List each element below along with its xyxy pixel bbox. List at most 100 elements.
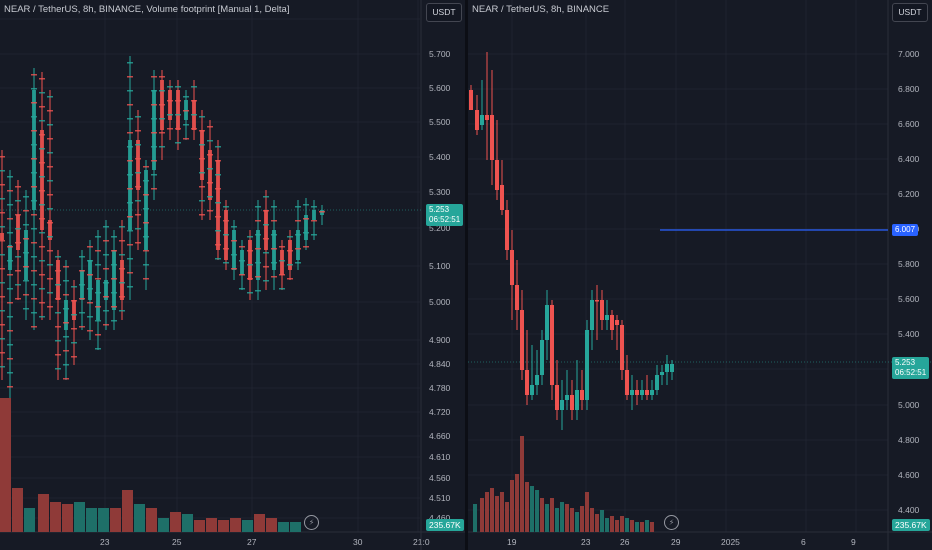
volume-bar — [480, 498, 484, 532]
right-currency-button[interactable]: USDT — [892, 3, 928, 22]
footprint-level — [95, 320, 101, 322]
footprint-level — [223, 206, 229, 208]
candle-body — [625, 370, 629, 395]
right-volume-tag: 235.67K — [892, 519, 930, 531]
footprint-level — [87, 274, 93, 276]
volume-bar — [520, 436, 524, 532]
candle-body — [600, 300, 604, 320]
footprint-body — [64, 300, 68, 330]
price-tick-label: 4.560 — [429, 473, 451, 483]
volume-bar — [570, 508, 574, 532]
footprint-level — [0, 282, 5, 284]
footprint-level — [119, 268, 125, 270]
footprint-level — [23, 280, 29, 282]
left-chart-title: NEAR / TetherUS, 8h, BINANCE, Volume foo… — [4, 4, 290, 15]
candle-body — [530, 385, 534, 395]
footprint-level — [7, 232, 13, 234]
volume-bar — [62, 504, 73, 532]
price-tick-label: 4.600 — [898, 470, 920, 480]
volume-bar — [473, 504, 477, 532]
footprint-body — [0, 233, 4, 240]
footprint-level — [0, 296, 5, 298]
footprint-level — [47, 194, 53, 196]
volume-bar — [254, 514, 265, 532]
footprint-level — [31, 256, 37, 258]
footprint-level — [279, 274, 285, 276]
footprint-level — [47, 138, 53, 140]
footprint-body — [256, 230, 260, 280]
footprint-level — [31, 102, 37, 104]
footprint-level — [239, 246, 245, 248]
footprint-level — [23, 294, 29, 296]
volume-bar — [640, 522, 644, 532]
footprint-level — [143, 236, 149, 238]
footprint-level — [183, 124, 189, 126]
footprint-level — [271, 276, 277, 278]
left-currency-button[interactable]: USDT — [426, 3, 462, 22]
right-chart-pane[interactable]: 7.0006.8006.6006.4006.2006.0005.8005.600… — [468, 0, 932, 550]
pane-divider[interactable] — [465, 0, 468, 550]
footprint-level — [0, 170, 5, 172]
footprint-body — [248, 240, 252, 280]
footprint-level — [143, 166, 149, 168]
footprint-level — [7, 190, 13, 192]
footprint-body — [136, 140, 140, 190]
footprint-level — [55, 256, 61, 258]
volume-bar — [505, 502, 509, 532]
price-tick-label: 4.460 — [429, 513, 451, 523]
footprint-level — [303, 246, 309, 248]
left-chart-canvas[interactable]: 5.8005.7005.6005.5005.4005.3005.2005.100… — [0, 0, 465, 550]
footprint-level — [135, 116, 141, 118]
volume-bar — [278, 522, 289, 532]
candle-body — [505, 210, 509, 250]
footprint-level — [279, 246, 285, 248]
footprint-body — [96, 280, 100, 320]
candle-body — [580, 390, 584, 400]
right-chart-canvas[interactable]: 7.0006.8006.6006.4006.2006.0005.8005.600… — [468, 0, 932, 550]
footprint-level — [207, 154, 213, 156]
left-chart-pane[interactable]: 5.8005.7005.6005.5005.4005.3005.2005.100… — [0, 0, 465, 550]
footprint-level — [143, 194, 149, 196]
price-tick-label: 5.200 — [429, 223, 451, 233]
footprint-body — [120, 260, 124, 300]
footprint-level — [231, 240, 237, 242]
footprint-level — [55, 312, 61, 314]
footprint-level — [247, 236, 253, 238]
footprint-level — [143, 222, 149, 224]
footprint-level — [39, 176, 45, 178]
footprint-level — [167, 128, 173, 130]
footprint-body — [168, 90, 172, 120]
footprint-level — [63, 336, 69, 338]
volume-bar — [230, 518, 241, 532]
footprint-level — [0, 198, 5, 200]
volume-bar — [495, 496, 499, 532]
footprint-level — [207, 182, 213, 184]
footprint-level — [263, 238, 269, 240]
candle-body — [585, 330, 589, 400]
footprint-level — [31, 74, 37, 76]
footprint-level — [7, 176, 13, 178]
footprint-level — [39, 190, 45, 192]
footprint-level — [15, 284, 21, 286]
footprint-body — [264, 210, 268, 250]
footprint-level — [255, 206, 261, 208]
footprint-level — [263, 252, 269, 254]
footprint-level — [7, 330, 13, 332]
footprint-level — [119, 240, 125, 242]
footprint-body — [72, 300, 76, 320]
footprint-level — [87, 260, 93, 262]
lightning-icon[interactable]: ⚡ — [304, 515, 319, 530]
price-tick-label: 5.400 — [429, 152, 451, 162]
footprint-level — [47, 166, 53, 168]
volume-bar — [98, 508, 109, 532]
footprint-body — [152, 90, 156, 170]
candle-body — [550, 305, 554, 385]
lightning-icon[interactable]: ⚡ — [664, 515, 679, 530]
footprint-level — [295, 206, 301, 208]
footprint-body — [176, 90, 180, 130]
footprint-level — [223, 220, 229, 222]
footprint-level — [199, 116, 205, 118]
footprint-level — [31, 228, 37, 230]
footprint-level — [7, 260, 13, 262]
time-tick-label: 23 — [100, 537, 110, 547]
